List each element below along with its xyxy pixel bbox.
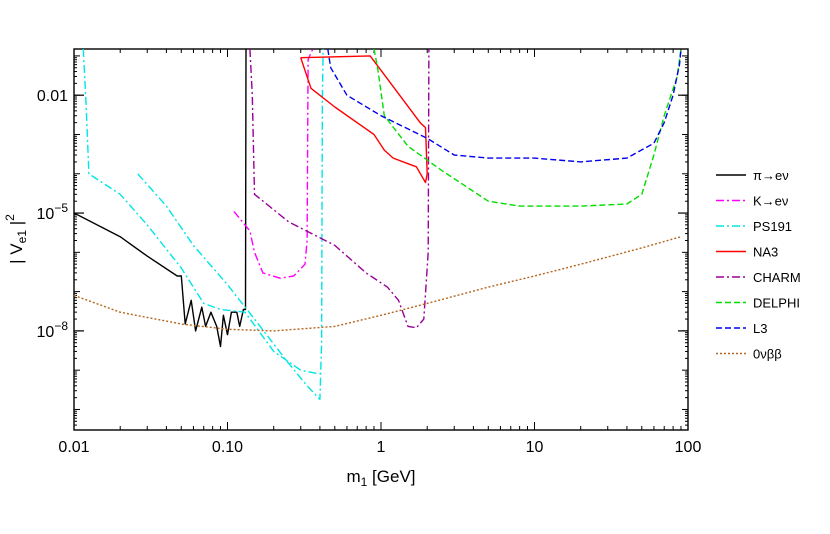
series-line-5 [373,49,682,207]
legend-label: L3 [753,321,767,336]
series-line-0 [74,49,247,348]
series-line-4 [249,49,430,329]
y-tick-label: 10−8 [37,319,69,341]
series-layer [74,49,682,401]
axis-ticks [73,49,689,431]
legend: π→eν K→eν PS191 NA3 CHARM DELPHI L3 0νββ [716,168,801,362]
legend-label: π→eν [753,168,789,183]
plot-frame [73,48,689,431]
y-axis-title: | Ve1 |2 [3,214,29,264]
legend-label: 0νββ [753,347,782,362]
x-axis-title: m1 [GeV] [346,467,415,489]
legend-label: K→eν [753,194,788,209]
legend-label: PS191 [753,219,792,234]
series-line-3 [300,55,428,184]
legend-label: CHARM [753,270,801,285]
legend-label: DELPHI [753,296,800,311]
series-line-7 [74,236,682,332]
series-line-6 [327,49,682,163]
y-tick-label: 10−5 [37,201,69,223]
x-tick-label: 1 [377,439,386,456]
x-tick-label: 0.10 [212,439,243,456]
x-tick-label: 100 [675,439,702,456]
legend-label: NA3 [753,245,778,260]
x-tick-label: 0.01 [58,439,89,456]
y-tick-label: 0.01 [37,88,68,105]
series-line-2 [82,49,324,401]
tick-labels: 0.01 0.10 1 10 100 10−8 10−5 0.01 [37,88,702,456]
x-tick-label: 10 [526,439,544,456]
